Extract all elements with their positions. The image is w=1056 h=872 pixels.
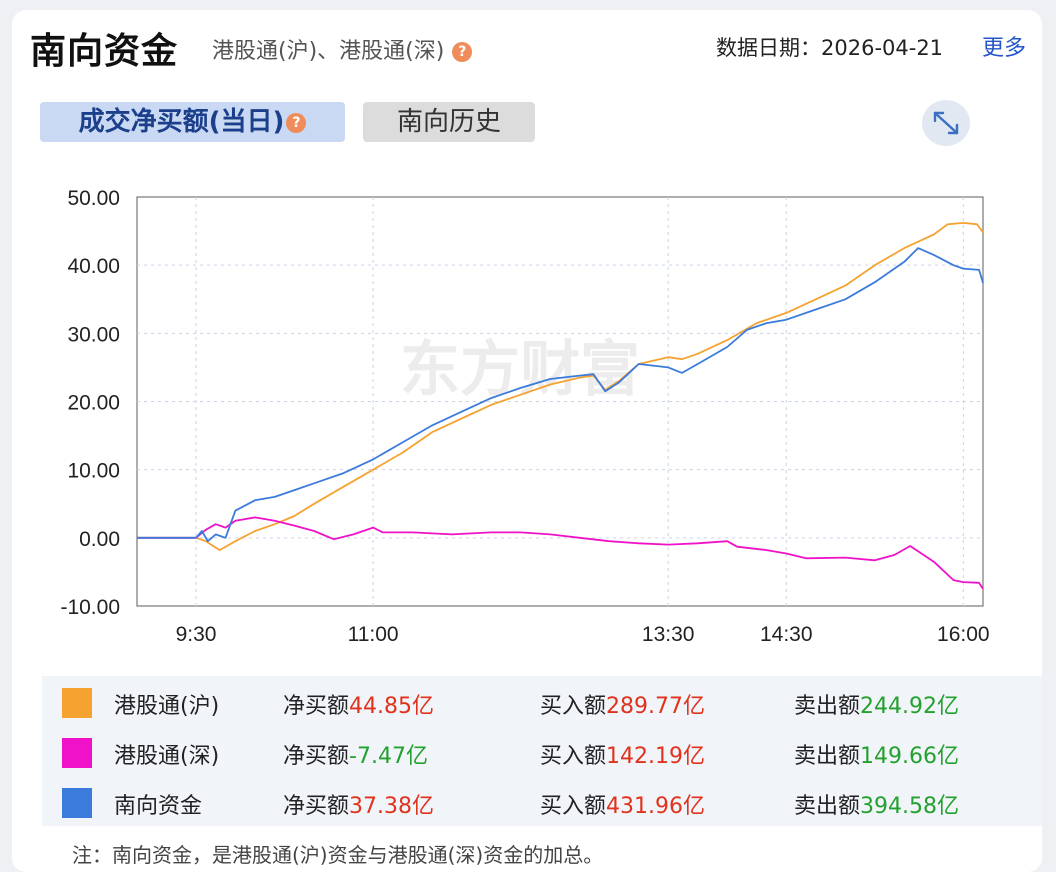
tab-net-buy-today[interactable]: 成交净买额(当日)? xyxy=(40,102,345,142)
legend-row: 港股通(沪) 净买额44.85亿 买入额289.77亿 卖出额244.92亿 xyxy=(42,676,1042,726)
y-tick-label: 10.00 xyxy=(67,460,120,483)
y-tick-label: 40.00 xyxy=(67,255,120,278)
y-tick-label: 0.00 xyxy=(79,528,120,551)
y-tick-label: 30.00 xyxy=(67,323,120,346)
legend: 港股通(沪) 净买额44.85亿 买入额289.77亿 卖出额244.92亿 港股通(深… xyxy=(42,676,1042,826)
more-link[interactable]: 更多 xyxy=(982,36,1027,61)
legend-series-name: 港股通(深) xyxy=(114,744,220,769)
sell-amount: 卖出额149.66亿 xyxy=(794,738,959,770)
sell-value: 244.92亿 xyxy=(860,694,959,719)
subtitle: 港股通(沪)、港股通(深)? xyxy=(212,33,473,65)
help-icon[interactable]: ? xyxy=(452,42,473,62)
series-line xyxy=(137,247,984,543)
legend-row: 南向资金 净买额37.38亿 买入额431.96亿 卖出额394.58亿 xyxy=(42,776,1042,826)
buy-label: 买入额 xyxy=(540,744,607,769)
buy-value: 289.77亿 xyxy=(606,694,705,719)
tab-label: 成交净买额(当日) xyxy=(78,107,285,137)
sell-label: 卖出额 xyxy=(794,694,861,719)
page-title: 南向资金 xyxy=(30,31,179,72)
expand-button[interactable] xyxy=(922,100,970,146)
watermark: 东方财富 xyxy=(400,335,640,405)
legend-series-name: 南向资金 xyxy=(114,794,203,819)
net-buy-value: -7.47亿 xyxy=(349,744,428,769)
net-buy-amount: 净买额-7.47亿 xyxy=(283,738,428,770)
legend-row: 港股通(深) 净买额-7.47亿 买入额142.19亿 卖出额149.66亿 xyxy=(42,726,1042,776)
x-tick-label: 13:30 xyxy=(642,623,695,646)
legend-series-name: 港股通(沪) xyxy=(114,694,220,719)
x-tick-label: 16:00 xyxy=(937,623,990,646)
net-buy-line-chart: 东方财富 50.00 40.00 30.00 20.00 10.00 0.00 -10.00 9… xyxy=(60,187,990,646)
y-tick-label: 50.00 xyxy=(67,187,120,210)
buy-amount: 买入额431.96亿 xyxy=(540,788,705,820)
net-buy-amount: 净买额44.85亿 xyxy=(283,688,434,720)
sell-amount: 卖出额394.58亿 xyxy=(794,788,959,820)
buy-value: 142.19亿 xyxy=(606,744,705,769)
y-tick-label: -10.00 xyxy=(60,596,120,619)
sell-value: 394.58亿 xyxy=(860,794,959,819)
net-buy-label: 净买额 xyxy=(283,744,350,769)
legend-swatch xyxy=(62,738,92,768)
sell-value: 149.66亿 xyxy=(860,744,959,769)
buy-amount: 买入额289.77亿 xyxy=(540,688,705,720)
x-tick-label: 9:30 xyxy=(176,623,217,646)
x-tick-label: 11:00 xyxy=(348,623,399,646)
legend-swatch xyxy=(62,688,92,718)
net-buy-value: 37.38亿 xyxy=(349,794,434,819)
legend-swatch xyxy=(62,788,92,818)
y-tick-label: 20.00 xyxy=(67,392,120,415)
footnote: 注：南向资金，是港股通(沪)资金与港股通(深)资金的加总。 xyxy=(72,843,604,867)
subtitle-text: 港股通(沪)、港股通(深) xyxy=(212,39,445,64)
sell-label: 卖出额 xyxy=(794,744,861,769)
net-buy-value: 44.85亿 xyxy=(349,694,434,719)
buy-amount: 买入额142.19亿 xyxy=(540,738,705,770)
buy-value: 431.96亿 xyxy=(606,794,705,819)
tab-southbound-history[interactable]: 南向历史 xyxy=(363,102,535,142)
sell-label: 卖出额 xyxy=(794,794,861,819)
x-tick-label: 14:30 xyxy=(760,623,813,646)
sell-amount: 卖出额244.92亿 xyxy=(794,688,959,720)
buy-label: 买入额 xyxy=(540,794,607,819)
net-buy-label: 净买额 xyxy=(283,794,350,819)
net-buy-label: 净买额 xyxy=(283,694,350,719)
net-buy-amount: 净买额37.38亿 xyxy=(283,788,434,820)
series-line xyxy=(137,516,984,590)
expand-icon xyxy=(933,111,959,135)
help-icon[interactable]: ? xyxy=(286,112,307,133)
buy-label: 买入额 xyxy=(540,694,607,719)
data-date: 数据日期：2026-04-21 xyxy=(716,36,944,60)
